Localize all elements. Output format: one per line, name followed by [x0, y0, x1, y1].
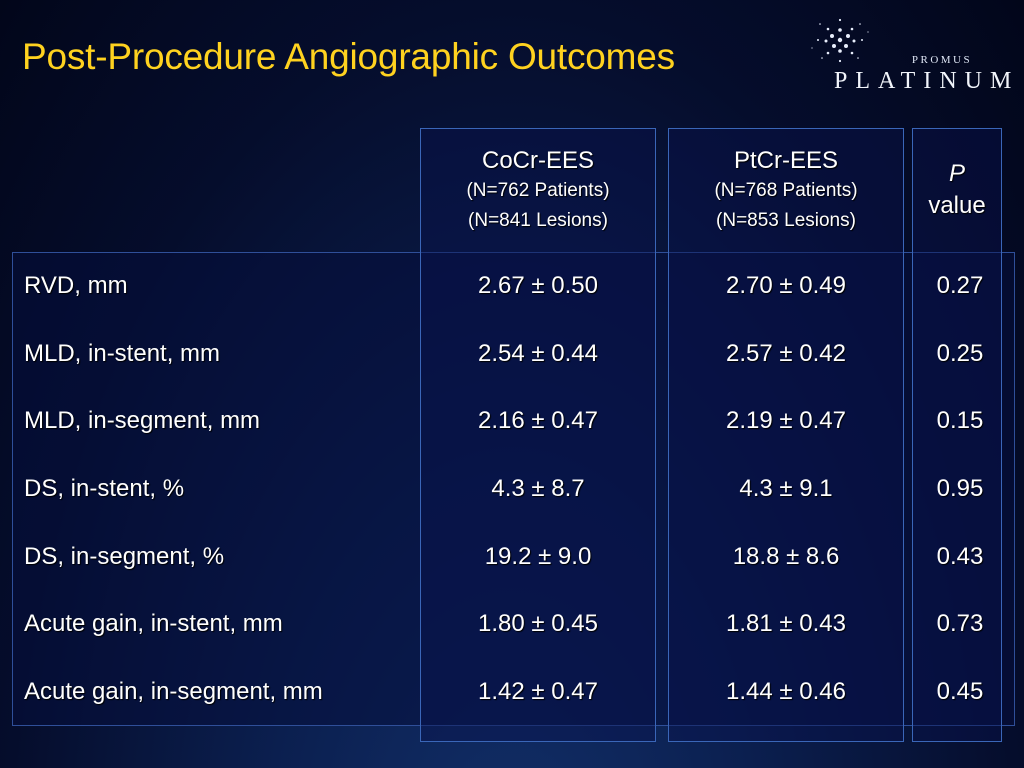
- p-value: 0.25: [936, 339, 984, 367]
- logo-promus-text: PROMUS: [911, 54, 973, 66]
- table-row: MLD, in-stent, mm 2.54 ± 0.44 2.57 ± 0.4…: [0, 320, 1024, 388]
- cocr-value: 2.54 ± 0.44: [478, 339, 598, 367]
- table-body-frame: [12, 252, 1015, 726]
- row-label: RVD, mm: [24, 272, 128, 299]
- p-value: 0.73: [936, 610, 984, 638]
- column-header-cocr-lesions: (N=841 Lesions): [468, 210, 608, 231]
- row-label: Acute gain, in-segment, mm: [24, 678, 323, 706]
- ptcr-value: 2.70 ± 0.49: [726, 272, 846, 299]
- table-row: Acute gain, in-stent, mm 1.80 ± 0.45 1.8…: [0, 590, 1024, 658]
- column-header-cocr-name: CoCr-EES: [481, 147, 595, 174]
- row-label: MLD, in-segment, mm: [24, 407, 261, 435]
- ptcr-value: 1.44 ± 0.46: [726, 678, 846, 706]
- table-row: RVD, mm 2.67 ± 0.50 2.70 ± 0.49 0.27: [0, 252, 1024, 320]
- table-row: MLD, in-segment, mm 2.16 ± 0.47 2.19 ± 0…: [0, 387, 1024, 455]
- slide-title: Post-Procedure Angiographic Outcomes: [22, 36, 675, 77]
- cocr-value: 4.3 ± 8.7: [491, 475, 585, 503]
- row-label: DS, in-stent, %: [24, 475, 185, 503]
- column-header-cocr: CoCr-EES (N=762 Patients) (N=841 Lesions…: [420, 146, 656, 236]
- ptcr-value: 2.57 ± 0.42: [726, 339, 846, 367]
- table-row: DS, in-segment, % 19.2 ± 9.0 18.8 ± 8.6 …: [0, 523, 1024, 591]
- ptcr-value: 18.8 ± 8.6: [732, 542, 840, 570]
- p-value: 0.45: [936, 678, 984, 706]
- column-header-ptcr: PtCr-EES (N=768 Patients) (N=853 Lesions…: [668, 146, 904, 236]
- p-value: 0.15: [936, 407, 984, 435]
- column-header-p-italic: P: [948, 160, 965, 187]
- promus-platinum-logo: PROMUS PLATINUM: [808, 10, 1022, 100]
- table-row: DS, in-stent, % 4.3 ± 8.7 4.3 ± 9.1 0.95: [0, 455, 1024, 523]
- logo-platinum-text: PLATINUM: [834, 68, 1020, 94]
- row-label: DS, in-segment, %: [24, 542, 225, 570]
- p-value: 0.95: [936, 475, 984, 503]
- ptcr-column-frame: [668, 128, 904, 742]
- cocr-value: 1.42 ± 0.47: [478, 678, 598, 706]
- column-header-ptcr-name: PtCr-EES: [733, 147, 838, 174]
- cocr-value: 1.80 ± 0.45: [478, 610, 598, 638]
- ptcr-value: 4.3 ± 9.1: [739, 475, 833, 503]
- cocr-value: 2.16 ± 0.47: [478, 407, 598, 435]
- column-header-p-word: value: [928, 192, 986, 219]
- cocr-value: 2.67 ± 0.50: [478, 272, 598, 299]
- p-value-column-frame: [912, 128, 1002, 742]
- cocr-column-frame: [420, 128, 656, 742]
- p-value: 0.27: [936, 272, 984, 299]
- ptcr-value: 2.19 ± 0.47: [726, 407, 846, 435]
- column-header-ptcr-patients: (N=768 Patients): [714, 180, 858, 201]
- ptcr-value: 1.81 ± 0.43: [726, 610, 846, 638]
- table-rows: RVD, mm 2.67 ± 0.50 2.70 ± 0.49 0.27 MLD…: [0, 252, 1024, 726]
- p-value: 0.43: [936, 542, 984, 570]
- column-header-ptcr-lesions: (N=853 Lesions): [716, 210, 856, 231]
- column-header-cocr-patients: (N=762 Patients): [466, 180, 610, 201]
- table-row: Acute gain, in-segment, mm 1.42 ± 0.47 1…: [0, 658, 1024, 726]
- cocr-value: 19.2 ± 9.0: [484, 542, 592, 570]
- starburst-icon: [811, 18, 869, 63]
- row-label: MLD, in-stent, mm: [24, 339, 221, 367]
- row-label: Acute gain, in-stent, mm: [24, 610, 283, 638]
- column-header-p-value: P value: [912, 158, 1002, 222]
